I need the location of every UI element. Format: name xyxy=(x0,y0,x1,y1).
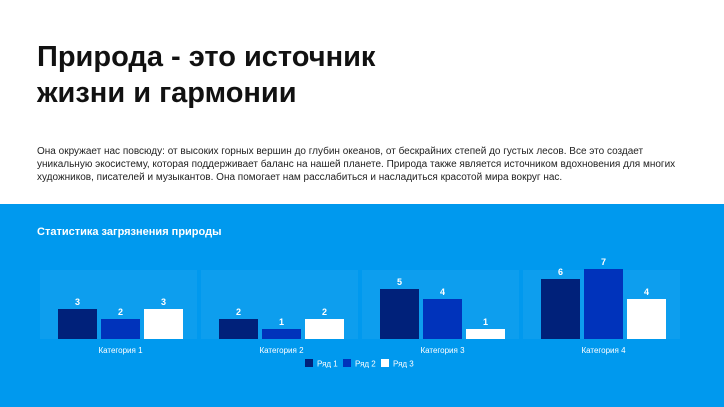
bar xyxy=(541,279,580,339)
bar xyxy=(58,309,97,339)
data-label: 2 xyxy=(118,307,123,317)
chart-panel: Статистика загрязнения природы 3 2 3 Катего… xyxy=(0,204,724,407)
text-section: Природа - это источник жизни и гармонии … xyxy=(37,41,676,183)
legend-swatch xyxy=(381,359,389,367)
chart-title: Статистика загрязнения природы xyxy=(37,226,222,238)
data-label: 1 xyxy=(279,317,284,327)
bar xyxy=(627,299,666,339)
category-label: Категория 4 xyxy=(581,346,626,355)
data-label: 3 xyxy=(161,297,166,307)
data-label: 3 xyxy=(75,297,80,307)
slide-body-text: Она окружает нас повсюду: от высоких гор… xyxy=(37,146,676,183)
bar-chart: 3 2 3 Категория 1 2 1 2 Категория 2 5 4 1 Категория… xyxy=(40,257,680,369)
bar xyxy=(423,299,462,339)
bar xyxy=(219,319,258,339)
bar xyxy=(380,289,419,339)
data-label: 2 xyxy=(236,307,241,317)
data-label: 6 xyxy=(558,267,563,277)
data-label: 7 xyxy=(601,257,606,267)
bar xyxy=(584,269,623,339)
data-label: 4 xyxy=(440,287,445,297)
bar xyxy=(144,309,183,339)
data-label: 5 xyxy=(397,277,402,287)
data-label: 4 xyxy=(644,287,649,297)
bar xyxy=(101,319,140,339)
category-label: Категория 3 xyxy=(420,346,465,355)
bar xyxy=(466,329,505,339)
bar xyxy=(262,329,301,339)
bar xyxy=(305,319,344,339)
slide-title: Природа - это источник жизни и гармонии xyxy=(37,41,376,109)
legend-label: Ряд 3 xyxy=(393,360,414,369)
data-label: 1 xyxy=(483,317,488,327)
data-label: 2 xyxy=(322,307,327,317)
category-label: Категория 2 xyxy=(259,346,304,355)
legend-swatch xyxy=(343,359,351,367)
legend-label: Ряд 2 xyxy=(355,360,376,369)
legend-swatch xyxy=(305,359,313,367)
legend-label: Ряд 1 xyxy=(317,360,338,369)
category-label: Категория 1 xyxy=(98,346,143,355)
